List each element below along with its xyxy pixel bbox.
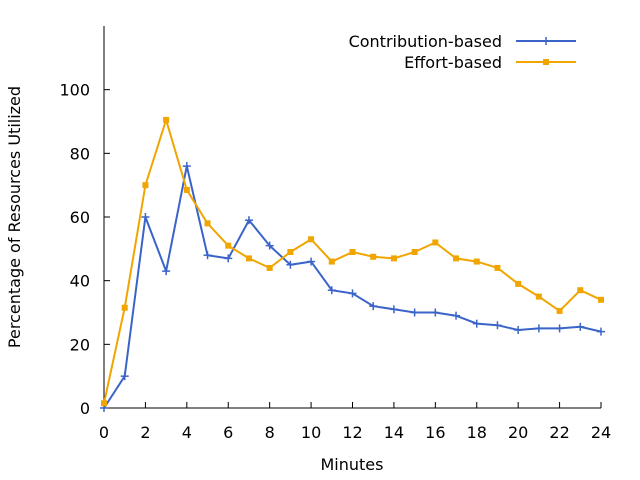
data-point [389, 305, 398, 314]
data-point [556, 307, 563, 314]
data-point [494, 264, 501, 271]
y-tick-label: 20 [70, 335, 90, 354]
data-point [244, 216, 253, 225]
data-point [203, 251, 212, 260]
data-point [142, 182, 149, 189]
series-layer [100, 116, 605, 412]
data-point [577, 287, 584, 294]
data-point [473, 258, 480, 265]
data-point [120, 372, 129, 381]
data-point [101, 400, 107, 407]
data-point [534, 324, 543, 333]
x-tick-label: 20 [508, 423, 528, 442]
data-point [183, 186, 190, 193]
data-point [121, 304, 128, 311]
data-point [286, 260, 295, 269]
data-point [432, 239, 439, 246]
legend-entry-effort: Effort-based [404, 53, 576, 72]
data-point [597, 327, 605, 336]
data-point [555, 324, 564, 333]
x-axis-ticks: 0 2 4 6 8 10 12 14 16 18 20 22 24 [99, 402, 611, 442]
legend-marker-effort [543, 59, 549, 65]
x-tick-label: 12 [342, 423, 362, 442]
data-point [348, 289, 357, 298]
data-point [224, 254, 233, 263]
legend-entry-contribution: Contribution-based [349, 32, 576, 51]
data-point [204, 220, 211, 227]
x-tick-label: 22 [549, 423, 569, 442]
data-point [369, 302, 378, 311]
legend-marker-symbol [542, 37, 550, 45]
y-axis-title: Percentage of Resources Utilized [5, 86, 24, 348]
data-point [163, 116, 170, 123]
x-tick-label: 4 [182, 423, 192, 442]
data-point [265, 241, 274, 250]
data-point [411, 249, 418, 256]
series-line-effort-based [103, 116, 602, 404]
legend-label-contribution: Contribution-based [349, 32, 502, 51]
x-tick-label: 24 [591, 423, 611, 442]
data-point [245, 255, 252, 262]
legend-marker-symbol [543, 59, 549, 65]
data-point [431, 308, 440, 317]
data-point [576, 322, 585, 331]
data-point [598, 296, 604, 303]
y-axis-ticks: 0 20 40 60 80 100 [59, 81, 110, 418]
x-tick-label: 18 [467, 423, 487, 442]
data-point [141, 213, 150, 221]
data-point [472, 319, 481, 328]
x-tick-label: 0 [99, 423, 109, 442]
x-axis-title: Minutes [321, 455, 384, 474]
data-point [328, 258, 335, 265]
data-point [370, 253, 377, 260]
series-contribution-based [100, 162, 605, 412]
legend-marker-contribution [542, 37, 550, 45]
y-tick-label: 40 [70, 272, 90, 291]
data-point [225, 242, 232, 249]
data-point [307, 257, 316, 266]
data-point [390, 255, 397, 262]
series-effort-based [101, 116, 604, 407]
x-tick-label: 6 [223, 423, 233, 442]
x-tick-label: 14 [384, 423, 404, 442]
data-point [182, 162, 191, 171]
data-point [327, 286, 336, 295]
y-tick-label: 60 [70, 208, 90, 227]
legend-label-effort: Effort-based [404, 53, 502, 72]
data-point [287, 249, 294, 256]
x-tick-label: 10 [301, 423, 321, 442]
data-point [162, 267, 171, 276]
y-tick-label: 0 [80, 399, 90, 418]
data-point [308, 236, 315, 243]
x-tick-label: 16 [425, 423, 445, 442]
data-point [514, 326, 523, 335]
data-point [453, 255, 460, 262]
data-point [535, 293, 542, 300]
y-tick-label: 100 [59, 81, 90, 100]
x-tick-label: 8 [265, 423, 275, 442]
data-point [493, 321, 502, 330]
data-point [515, 280, 522, 287]
legend: Contribution-based Effort-based [349, 32, 576, 72]
data-point [266, 264, 273, 271]
data-point [349, 249, 356, 256]
series-line-contribution-based [103, 165, 602, 409]
data-point [410, 308, 419, 317]
x-tick-label: 2 [140, 423, 150, 442]
y-tick-label: 80 [70, 144, 90, 163]
data-point [452, 311, 461, 320]
